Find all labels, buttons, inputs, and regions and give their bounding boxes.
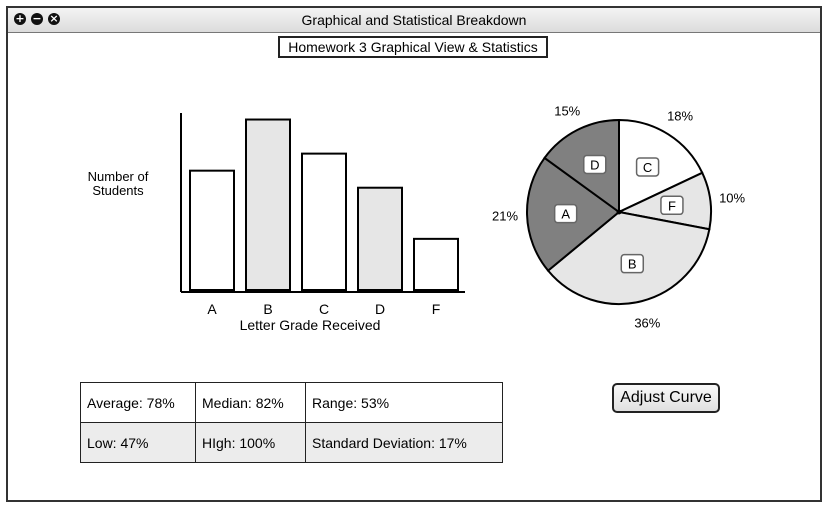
pie-percent-label: 10% (719, 191, 745, 206)
pie-label-box (553, 203, 578, 224)
pie-slice-label: A (561, 207, 570, 222)
pie-chart: C 18% F 10% B 36% A 21% D 15% (492, 103, 746, 330)
page-heading: Homework 3 Graphical View & Statistics (278, 36, 548, 58)
adjust-curve-button[interactable]: Adjust Curve (612, 383, 720, 413)
stats-row: Average: 78% Median: 82% Range: 53% (80, 382, 503, 423)
stat-median: Median: 82% (195, 382, 306, 423)
x-tick-label: D (375, 301, 385, 317)
pie-percent-label: 21% (492, 209, 518, 224)
bar-chart-xlabel: Letter Grade Received (239, 317, 381, 333)
stat-std-dev: Standard Deviation: 17% (305, 422, 503, 463)
stat-high: HIgh: 100% (195, 422, 306, 463)
bar-b (245, 118, 291, 292)
pie-slice-label: D (590, 157, 599, 172)
ylabel-line-2: Students (92, 183, 144, 198)
pie-percent-label: 15% (554, 103, 580, 118)
pie-center (616, 209, 622, 215)
minimize-icon[interactable]: − (31, 12, 43, 25)
pie-slice-d (543, 118, 620, 214)
pie-percent-label: 36% (634, 315, 660, 330)
ylabel-line-1: Number of (87, 169, 149, 184)
title-bar: + − × Graphical and Statistical Breakdow… (8, 8, 820, 33)
pie-percent-label: 18% (667, 109, 693, 124)
bar-a (189, 169, 235, 292)
x-tick-label: C (319, 301, 329, 317)
pie-label-box (620, 253, 645, 274)
stat-range: Range: 53% (305, 382, 503, 423)
statistics-table: Average: 78% Median: 82% Range: 53% Low:… (80, 382, 503, 463)
bar-chart-ylabel: Number of Students (70, 170, 166, 198)
x-tick-label: F (432, 301, 441, 317)
x-tick-label: B (263, 301, 272, 317)
pie-label-box (583, 154, 607, 175)
close-icon[interactable]: × (48, 12, 60, 25)
pie-slice-c (618, 118, 704, 214)
stat-average: Average: 78% (80, 382, 196, 423)
stats-row: Low: 47% HIgh: 100% Standard Deviation: … (80, 422, 503, 463)
pie-slice-label: B (628, 257, 637, 272)
pie-label-box (635, 157, 660, 177)
bar-f (413, 237, 459, 292)
maximize-icon[interactable]: + (14, 12, 26, 25)
pie-slice-label: C (643, 160, 652, 175)
pie-label-box (660, 195, 684, 216)
bar-c (301, 152, 347, 291)
pie-slice-label: F (668, 198, 676, 213)
stat-low: Low: 47% (80, 422, 196, 463)
window-title: Graphical and Statistical Breakdown (301, 12, 527, 28)
bar-d (357, 186, 403, 291)
x-tick-label: A (207, 301, 217, 317)
